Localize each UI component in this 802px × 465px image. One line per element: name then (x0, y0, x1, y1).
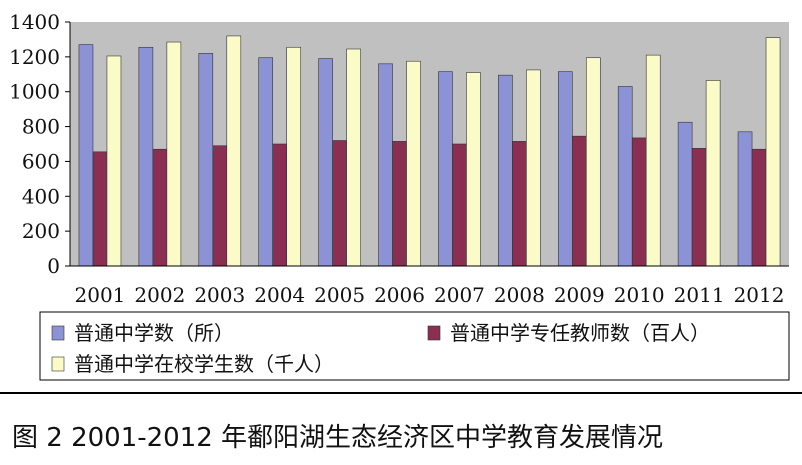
bar-2-2011 (691, 148, 707, 267)
x-tick-label: 2005 (314, 283, 365, 307)
bar-2-2012 (751, 148, 767, 267)
bar-3-2001 (106, 55, 122, 267)
bar-1-2009 (557, 71, 573, 267)
bar-3-2005 (346, 48, 361, 267)
y-tick-label: 400 (22, 184, 60, 208)
bar-3-2002 (166, 41, 182, 267)
bar-3-2008 (526, 69, 541, 267)
bar-3-2004 (286, 46, 302, 267)
bar-1-2005 (318, 58, 333, 267)
bar-1-2012 (737, 131, 753, 267)
plot-area (70, 22, 789, 266)
figure-caption: 图 2 2001-2012 年鄱阳湖生态经济区中学教育发展情况 (12, 423, 663, 453)
legend-swatch (427, 325, 441, 341)
x-axis: 2001 2002 2003 2004 2005 2006 2007 2008 2009 2010… (75, 283, 785, 307)
legend-swatch (51, 325, 65, 341)
bar-3-2012 (765, 37, 781, 267)
y-tick-label: 800 (22, 115, 60, 139)
bar-3-2003 (226, 35, 242, 267)
x-tick-label: 2011 (674, 283, 725, 307)
bar-2-2003 (212, 145, 228, 267)
bar-2-2008 (512, 141, 527, 267)
bar-1-2006 (378, 63, 393, 267)
bar-3-2006 (406, 60, 421, 267)
x-tick-label: 2007 (434, 283, 485, 307)
bar-1-2001 (78, 44, 94, 267)
bar-2-2009 (571, 135, 587, 267)
bar-2-2005 (332, 140, 347, 267)
legend-label: 普通中学数（所） (74, 321, 234, 345)
y-tick-label: 1000 (9, 80, 60, 104)
y-tick-label: 600 (22, 149, 60, 173)
bars (78, 35, 781, 267)
y-tick-label: 200 (22, 219, 60, 243)
bar-2-2010 (631, 137, 647, 267)
bar-3-2007 (466, 72, 481, 267)
legend-label: 普通中学专任教师数（百人） (450, 321, 710, 345)
x-tick-label: 2009 (554, 283, 605, 307)
x-tick-label: 2002 (134, 283, 185, 307)
bar-2-2007 (452, 143, 467, 267)
bar-1-2008 (498, 74, 513, 267)
bar-2-2006 (392, 141, 407, 267)
bar-1-2010 (617, 86, 633, 267)
x-tick-label: 2003 (194, 283, 245, 307)
y-axis: 0 200 400 600 800 1000 1200 1400 (9, 10, 70, 278)
x-tick-label: 2010 (614, 283, 665, 307)
y-tick-label: 1400 (9, 10, 60, 34)
x-tick-label: 2001 (75, 283, 126, 307)
x-tick-label: 2006 (374, 283, 425, 307)
bar-1-2011 (677, 121, 693, 267)
bar-1-2002 (138, 46, 154, 267)
bar-2-2001 (92, 151, 108, 267)
x-tick-label: 2012 (734, 283, 785, 307)
x-tick-label: 2008 (494, 283, 545, 307)
y-tick-label: 1200 (9, 45, 60, 69)
bar-2-2004 (272, 143, 288, 267)
legend-label: 普通中学在校学生数（千人） (74, 352, 334, 376)
legend-box (39, 311, 790, 381)
legend: 普通中学数（所） 普通中学专任教师数（百人） 普通中学在校学生数（千人） (39, 311, 790, 381)
bar-1-2007 (438, 71, 453, 267)
bar-1-2003 (198, 53, 214, 267)
bar-2-2002 (152, 148, 168, 267)
y-tick-label: 0 (47, 254, 60, 278)
bar-3-2010 (645, 54, 661, 267)
bar-1-2004 (258, 57, 274, 267)
bar-3-2011 (705, 80, 721, 267)
x-tick-label: 2004 (254, 283, 305, 307)
bar-3-2009 (585, 57, 601, 267)
legend-swatch (51, 356, 65, 372)
